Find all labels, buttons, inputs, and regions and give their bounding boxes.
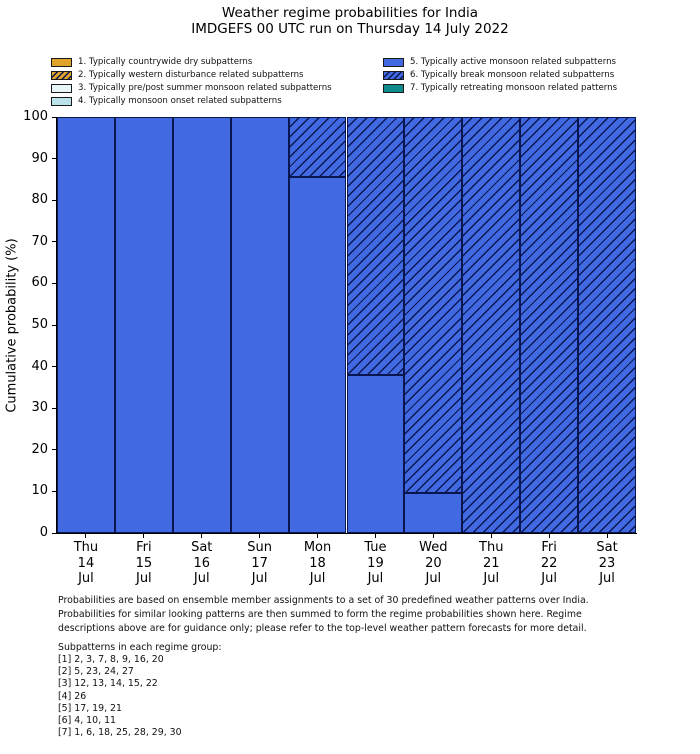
x-tick-label: Sat 23 Jul <box>596 540 618 586</box>
chart-subtitle: IMDGEFS 00 UTC run on Thursday 14 July 2… <box>191 21 509 37</box>
legend-item: 7. Typically retreating monsoon related … <box>383 83 617 93</box>
bar-segment <box>288 117 347 177</box>
legend-label: 5. Typically active monsoon related subp… <box>410 57 617 67</box>
legend-label: 2. Typically western disturbance related… <box>78 70 304 80</box>
legend-item: 3. Typically pre/post summer monsoon rel… <box>51 83 332 93</box>
bar-segment <box>404 117 463 494</box>
legend-swatch-icon <box>383 70 404 80</box>
bar-segment <box>230 117 289 533</box>
x-tick-label: Fri 22 Jul <box>540 540 558 586</box>
legend-item: 6. Typically break monsoon related subpa… <box>383 70 614 80</box>
x-tick-mark <box>143 534 145 538</box>
x-tick-mark <box>201 534 203 538</box>
x-tick-mark <box>259 534 261 538</box>
x-tick-label: Tue 19 Jul <box>364 540 387 586</box>
x-tick-mark <box>490 534 492 538</box>
y-tick-mark <box>52 241 56 243</box>
bar-segment <box>462 117 521 533</box>
y-tick-label: 40 <box>31 358 48 374</box>
bar-segment <box>114 117 173 533</box>
y-tick-mark <box>52 366 56 368</box>
legend-item: 1. Typically countrywide dry subpatterns <box>51 57 252 67</box>
x-tick-label: Wed 20 Jul <box>419 540 448 586</box>
y-tick-mark <box>52 490 56 492</box>
y-tick-label: 80 <box>31 192 48 208</box>
y-tick-label: 0 <box>39 525 48 540</box>
y-tick-label: 10 <box>31 483 48 499</box>
x-tick-label: Sun 17 Jul <box>247 540 272 586</box>
y-tick-label: 60 <box>31 275 48 291</box>
y-tick-mark <box>52 407 56 409</box>
y-tick-mark <box>52 324 56 326</box>
bar-segment <box>520 117 579 533</box>
legend-swatch-icon <box>51 83 72 93</box>
y-tick-mark <box>52 532 56 534</box>
legend-label: 1. Typically countrywide dry subpatterns <box>78 57 253 67</box>
bar-segment <box>404 493 463 533</box>
bar-segment <box>57 117 115 533</box>
x-tick-label: Sat 16 Jul <box>191 540 213 586</box>
x-tick-mark <box>606 534 608 538</box>
bar-segment <box>172 117 231 533</box>
legend-swatch-icon <box>383 83 404 93</box>
y-axis-spine <box>56 117 57 534</box>
x-tick-mark <box>374 534 376 538</box>
legend-label: 7. Typically retreating monsoon related … <box>410 83 618 93</box>
legend-item: 4. Typically monsoon onset related subpa… <box>51 96 282 106</box>
legend-label: 4. Typically monsoon onset related subpa… <box>78 96 282 106</box>
legend-swatch-icon <box>51 96 72 106</box>
legend-swatch-icon <box>51 70 72 80</box>
y-tick-mark <box>52 158 56 160</box>
y-tick-mark <box>52 449 56 451</box>
x-tick-label: Thu 14 Jul <box>73 540 99 586</box>
y-tick-mark <box>52 199 56 201</box>
bar-segment <box>288 176 347 533</box>
y-tick-label: 100 <box>23 109 48 124</box>
legend-swatch-icon <box>383 57 404 67</box>
legend-item: 5. Typically active monsoon related subp… <box>383 57 616 67</box>
legend-label: 3. Typically pre/post summer monsoon rel… <box>78 83 332 93</box>
bar-segment <box>346 374 405 533</box>
subpatterns-heading: Subpatterns in each regime group: <box>58 642 222 653</box>
y-tick-mark <box>52 282 56 284</box>
bar-segment <box>346 117 405 375</box>
y-tick-label: 90 <box>31 150 48 166</box>
y-tick-label: 70 <box>31 233 48 249</box>
y-tick-label: 50 <box>31 317 48 332</box>
x-tick-label: Fri 15 Jul <box>135 540 153 586</box>
x-tick-mark <box>548 534 550 538</box>
y-tick-mark <box>52 116 56 118</box>
footnote: Probabilities are based on ensemble memb… <box>58 595 589 634</box>
legend-label: 6. Typically break monsoon related subpa… <box>410 70 615 80</box>
y-tick-label: 20 <box>31 441 48 457</box>
subpatterns-list: [1] 2, 3, 7, 8, 9, 16, 20 [2] 5, 23, 24,… <box>58 654 182 739</box>
x-axis-spine <box>56 533 637 534</box>
legend-swatch-icon <box>51 57 72 67</box>
x-tick-mark <box>85 534 87 538</box>
legend-item: 2. Typically western disturbance related… <box>51 70 304 80</box>
x-tick-label: Thu 21 Jul <box>479 540 504 586</box>
bar-segment <box>578 117 636 533</box>
x-tick-mark <box>317 534 319 538</box>
y-tick-label: 30 <box>31 400 48 416</box>
plot-area <box>57 117 636 533</box>
chart-title: Weather regime probabilities for India <box>221 5 479 21</box>
x-tick-mark <box>432 534 434 538</box>
x-tick-label: Mon 18 Jul <box>303 540 332 586</box>
